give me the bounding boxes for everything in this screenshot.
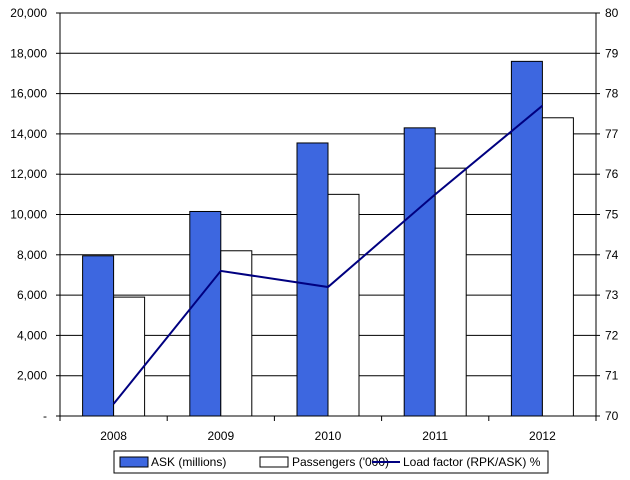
- left-tick-label: 20,000: [10, 6, 47, 20]
- legend-box: [113, 450, 549, 474]
- x-tick-label: 2012: [529, 429, 556, 443]
- left-tick-label: 10,000: [10, 208, 47, 222]
- x-tick-label: 2009: [207, 429, 234, 443]
- left-tick-label: 18,000: [10, 46, 47, 60]
- bar-passengers-2010: [327, 193, 360, 417]
- right-tick-label: 74: [605, 248, 619, 262]
- left-tick-label: 4,000: [17, 328, 47, 342]
- bar-ask-2009: [189, 210, 222, 417]
- right-axis-ticks: 70 71 72 73 74 75 76 77 78 79 80: [596, 6, 619, 423]
- bar-ask-2012: [510, 60, 543, 417]
- right-tick-label: 79: [605, 46, 619, 60]
- left-tick-label: 16,000: [10, 87, 47, 101]
- legend: ASK (millions) Passengers ('000) Load fa…: [113, 450, 549, 474]
- bars-passengers: [113, 117, 574, 417]
- bar-ask-2008: [82, 255, 115, 417]
- right-tick-label: 73: [605, 288, 619, 302]
- x-axis-ticks: 2008 2009 2010 2011 2012: [59, 416, 597, 443]
- x-tick-label: 2010: [315, 429, 342, 443]
- bar-passengers-2012: [541, 117, 574, 417]
- legend-swatch-passengers: [259, 456, 289, 468]
- bars-ask: [82, 60, 543, 417]
- right-tick-label: 77: [605, 127, 619, 141]
- left-tick-label: 2,000: [17, 369, 47, 383]
- right-tick-label: 80: [605, 6, 619, 20]
- left-tick-label: 14,000: [10, 127, 47, 141]
- legend-swatch-ask: [119, 456, 149, 468]
- left-axis-ticks: - 2,000 4,000 6,000 8,000 10,000 12,000 14,000 1…: [10, 6, 60, 423]
- bar-ask-2011: [403, 127, 436, 417]
- right-tick-label: 72: [605, 328, 619, 342]
- x-tick-label: 2011: [422, 429, 448, 443]
- left-tick-label: 6,000: [17, 288, 47, 302]
- right-tick-label: 71: [605, 369, 619, 383]
- legend-label-load-factor: Load factor (RPK/ASK) %: [403, 455, 541, 469]
- left-tick-label: -: [43, 409, 47, 423]
- right-tick-label: 76: [605, 167, 619, 181]
- left-tick-label: 8,000: [17, 248, 47, 262]
- bar-passengers-2011: [434, 167, 467, 417]
- load-factor-polyline: [112, 104, 544, 405]
- right-tick-label: 70: [605, 409, 619, 423]
- right-tick-label: 78: [605, 87, 619, 101]
- x-tick-label: 2008: [100, 429, 127, 443]
- legend-label-ask: ASK (millions): [151, 455, 226, 469]
- load-factor-line: [112, 104, 544, 405]
- legend-label-passengers: Passengers ('000): [292, 455, 389, 469]
- bar-ask-2010: [296, 142, 329, 417]
- left-tick-label: 12,000: [10, 167, 47, 181]
- right-tick-label: 75: [605, 208, 619, 222]
